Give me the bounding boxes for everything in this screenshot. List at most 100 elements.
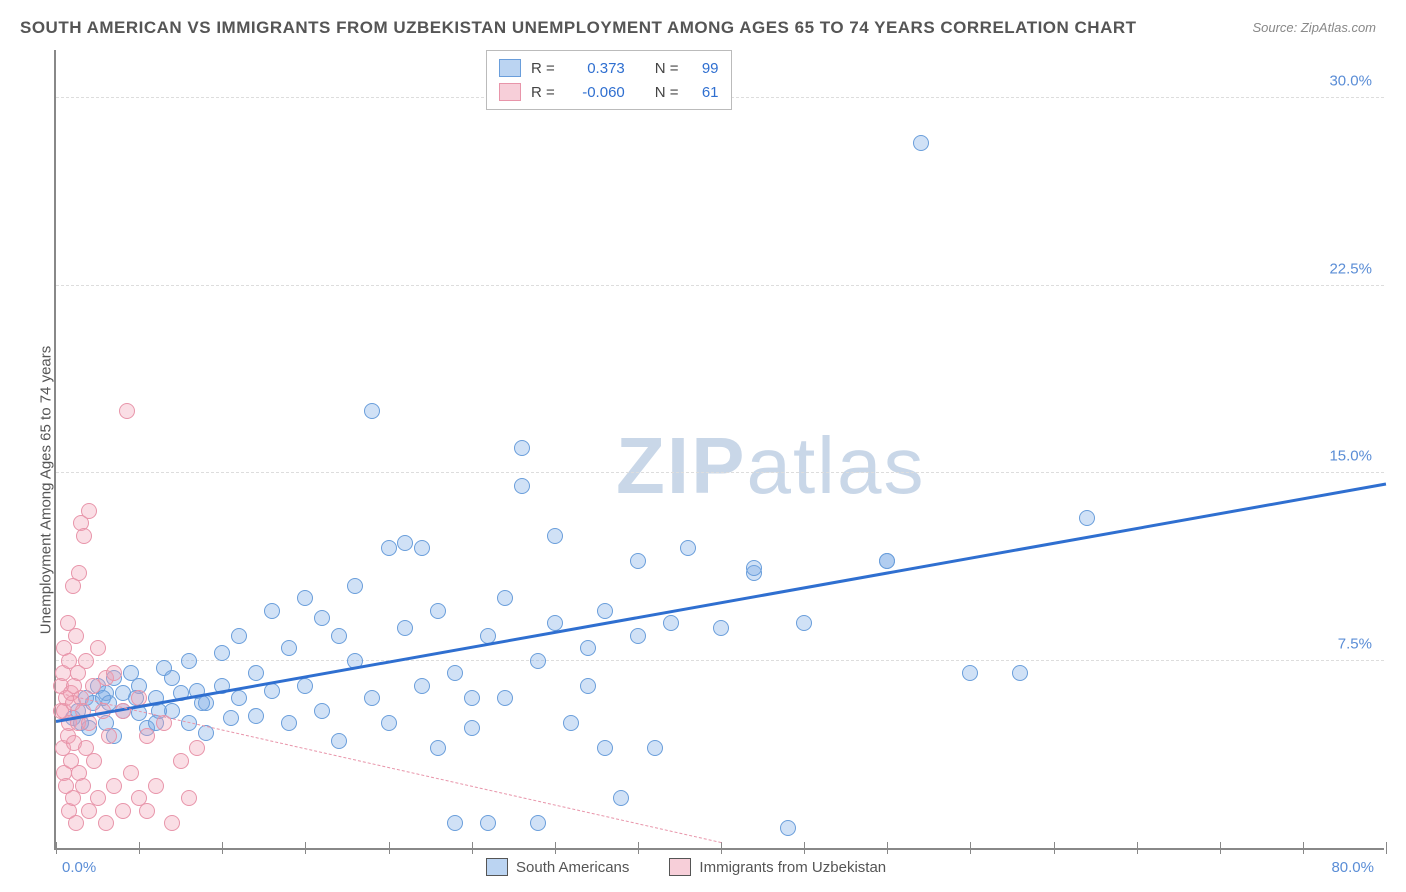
data-point bbox=[164, 815, 180, 831]
data-point bbox=[1079, 510, 1095, 526]
data-point bbox=[497, 590, 513, 606]
data-point bbox=[181, 790, 197, 806]
watermark-atlas: atlas bbox=[746, 421, 925, 510]
data-point bbox=[447, 815, 463, 831]
data-point bbox=[713, 620, 729, 636]
legend-row-pink: R = -0.060 N = 61 bbox=[499, 80, 719, 104]
legend-row-blue: R = 0.373 N = 99 bbox=[499, 56, 719, 80]
scatter-plot: Unemployment Among Ages 65 to 74 years Z… bbox=[54, 50, 1384, 850]
x-tick bbox=[56, 842, 57, 854]
data-point bbox=[430, 740, 446, 756]
n-value-blue: 99 bbox=[689, 60, 719, 77]
x-tick bbox=[638, 842, 639, 854]
r-label: R = bbox=[531, 84, 555, 101]
data-point bbox=[68, 628, 84, 644]
data-point bbox=[76, 528, 92, 544]
legend-label-pink: Immigrants from Uzbekistan bbox=[699, 859, 886, 876]
legend-swatch-blue-icon bbox=[486, 858, 508, 876]
data-point bbox=[281, 640, 297, 656]
data-point bbox=[331, 733, 347, 749]
data-point bbox=[879, 553, 895, 569]
data-point bbox=[397, 620, 413, 636]
x-tick bbox=[555, 842, 556, 854]
x-tick bbox=[721, 842, 722, 854]
y-tick-label: 15.0% bbox=[1329, 448, 1372, 465]
data-point bbox=[563, 715, 579, 731]
data-point bbox=[381, 715, 397, 731]
legend-item-blue: South Americans bbox=[486, 858, 629, 876]
y-tick-label: 22.5% bbox=[1329, 260, 1372, 277]
data-point bbox=[414, 678, 430, 694]
source-label: Source: ZipAtlas.com bbox=[1252, 20, 1376, 35]
data-point bbox=[1012, 665, 1028, 681]
data-point bbox=[913, 135, 929, 151]
data-point bbox=[248, 665, 264, 681]
chart-title: SOUTH AMERICAN VS IMMIGRANTS FROM UZBEKI… bbox=[20, 18, 1137, 38]
r-value-blue: 0.373 bbox=[565, 60, 625, 77]
data-point bbox=[597, 603, 613, 619]
data-point bbox=[430, 603, 446, 619]
x-tick bbox=[1303, 842, 1304, 854]
r-value-pink: -0.060 bbox=[565, 84, 625, 101]
data-point bbox=[580, 640, 596, 656]
data-point bbox=[530, 653, 546, 669]
x-tick bbox=[804, 842, 805, 854]
data-point bbox=[647, 740, 663, 756]
legend-swatch-pink-icon bbox=[669, 858, 691, 876]
data-point bbox=[414, 540, 430, 556]
data-point bbox=[164, 670, 180, 686]
data-point bbox=[514, 478, 530, 494]
data-point bbox=[75, 778, 91, 794]
data-point bbox=[115, 803, 131, 819]
data-point bbox=[281, 715, 297, 731]
x-tick bbox=[887, 842, 888, 854]
data-point bbox=[746, 560, 762, 576]
data-point bbox=[98, 815, 114, 831]
x-axis-min-label: 0.0% bbox=[62, 859, 96, 876]
x-axis-max-label: 80.0% bbox=[1331, 859, 1374, 876]
x-tick bbox=[389, 842, 390, 854]
data-point bbox=[613, 790, 629, 806]
data-point bbox=[297, 678, 313, 694]
data-point bbox=[231, 690, 247, 706]
data-point bbox=[480, 815, 496, 831]
data-point bbox=[663, 615, 679, 631]
data-point bbox=[139, 803, 155, 819]
x-tick bbox=[222, 842, 223, 854]
data-point bbox=[71, 565, 87, 581]
correlation-legend: R = 0.373 N = 99 R = -0.060 N = 61 bbox=[486, 50, 732, 110]
data-point bbox=[630, 553, 646, 569]
data-point bbox=[119, 403, 135, 419]
data-point bbox=[780, 820, 796, 836]
data-point bbox=[464, 720, 480, 736]
data-point bbox=[314, 703, 330, 719]
x-tick bbox=[1137, 842, 1138, 854]
data-point bbox=[962, 665, 978, 681]
data-point bbox=[231, 628, 247, 644]
data-point bbox=[189, 740, 205, 756]
data-point bbox=[397, 535, 413, 551]
data-point bbox=[364, 690, 380, 706]
data-point bbox=[148, 778, 164, 794]
gridline bbox=[56, 472, 1384, 473]
data-point bbox=[364, 403, 380, 419]
data-point bbox=[447, 665, 463, 681]
data-point bbox=[464, 690, 480, 706]
n-value-pink: 61 bbox=[689, 84, 719, 101]
x-tick bbox=[305, 842, 306, 854]
series-legend: South Americans Immigrants from Uzbekist… bbox=[486, 858, 886, 876]
gridline bbox=[56, 660, 1384, 661]
data-point bbox=[314, 610, 330, 626]
x-tick bbox=[970, 842, 971, 854]
legend-item-pink: Immigrants from Uzbekistan bbox=[669, 858, 886, 876]
data-point bbox=[78, 653, 94, 669]
data-point bbox=[214, 645, 230, 661]
x-tick bbox=[1054, 842, 1055, 854]
x-tick bbox=[472, 842, 473, 854]
x-tick bbox=[1386, 842, 1387, 854]
data-point bbox=[123, 765, 139, 781]
data-point bbox=[68, 815, 84, 831]
data-point bbox=[630, 628, 646, 644]
data-point bbox=[680, 540, 696, 556]
data-point bbox=[580, 678, 596, 694]
